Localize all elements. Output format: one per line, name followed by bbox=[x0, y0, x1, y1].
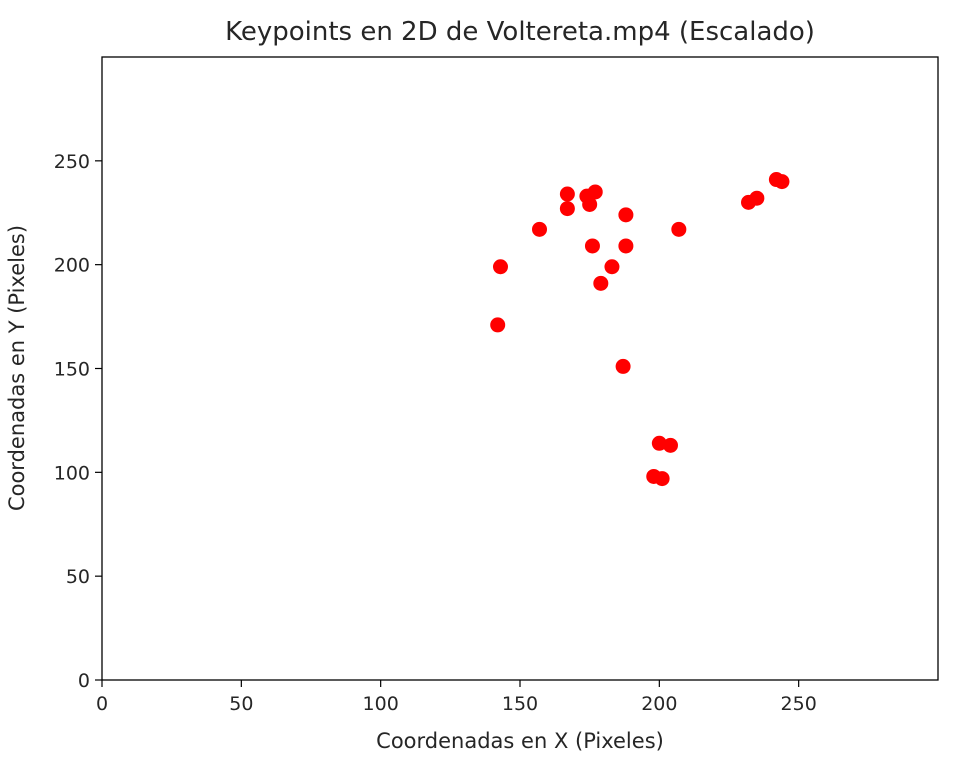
x-tick-label: 0 bbox=[96, 693, 108, 715]
y-tick-label: 250 bbox=[54, 151, 90, 173]
x-tick-label: 150 bbox=[502, 693, 538, 715]
data-point bbox=[618, 207, 634, 223]
data-point bbox=[559, 201, 575, 217]
data-point bbox=[615, 358, 631, 374]
data-point bbox=[671, 221, 687, 237]
y-tick-label: 200 bbox=[54, 255, 90, 277]
data-point bbox=[587, 184, 603, 200]
y-tick-label: 0 bbox=[78, 670, 90, 692]
axis-ticks: 0 50 100 150 200 250 0 50 100 150 200 250 bbox=[54, 151, 817, 715]
data-point bbox=[593, 275, 609, 291]
data-point bbox=[492, 259, 508, 275]
data-point bbox=[774, 174, 790, 190]
chart-title: Keypoints en 2D de Voltereta.mp4 (Escala… bbox=[225, 17, 815, 47]
y-tick-label: 50 bbox=[66, 566, 90, 588]
y-tick-label: 150 bbox=[54, 359, 90, 381]
data-point bbox=[582, 196, 598, 212]
data-point bbox=[651, 435, 667, 451]
data-point bbox=[654, 471, 670, 487]
data-point bbox=[490, 317, 506, 333]
plot-frame bbox=[101, 56, 939, 681]
data-point bbox=[532, 221, 548, 237]
x-tick-label: 50 bbox=[229, 693, 253, 715]
data-point bbox=[618, 238, 634, 254]
x-tick-label: 250 bbox=[781, 693, 817, 715]
x-tick-label: 200 bbox=[641, 693, 677, 715]
x-axis-label: Coordenadas en X (Pixeles) bbox=[376, 729, 664, 753]
x-tick-label: 100 bbox=[363, 693, 399, 715]
data-point bbox=[749, 190, 765, 206]
data-point bbox=[559, 186, 575, 202]
y-axis-label: Coordenadas en Y (Pixeles) bbox=[5, 225, 29, 511]
data-point bbox=[662, 437, 678, 453]
y-tick-label: 100 bbox=[54, 462, 90, 484]
data-points bbox=[490, 172, 790, 487]
data-point bbox=[584, 238, 600, 254]
data-point bbox=[604, 259, 620, 275]
